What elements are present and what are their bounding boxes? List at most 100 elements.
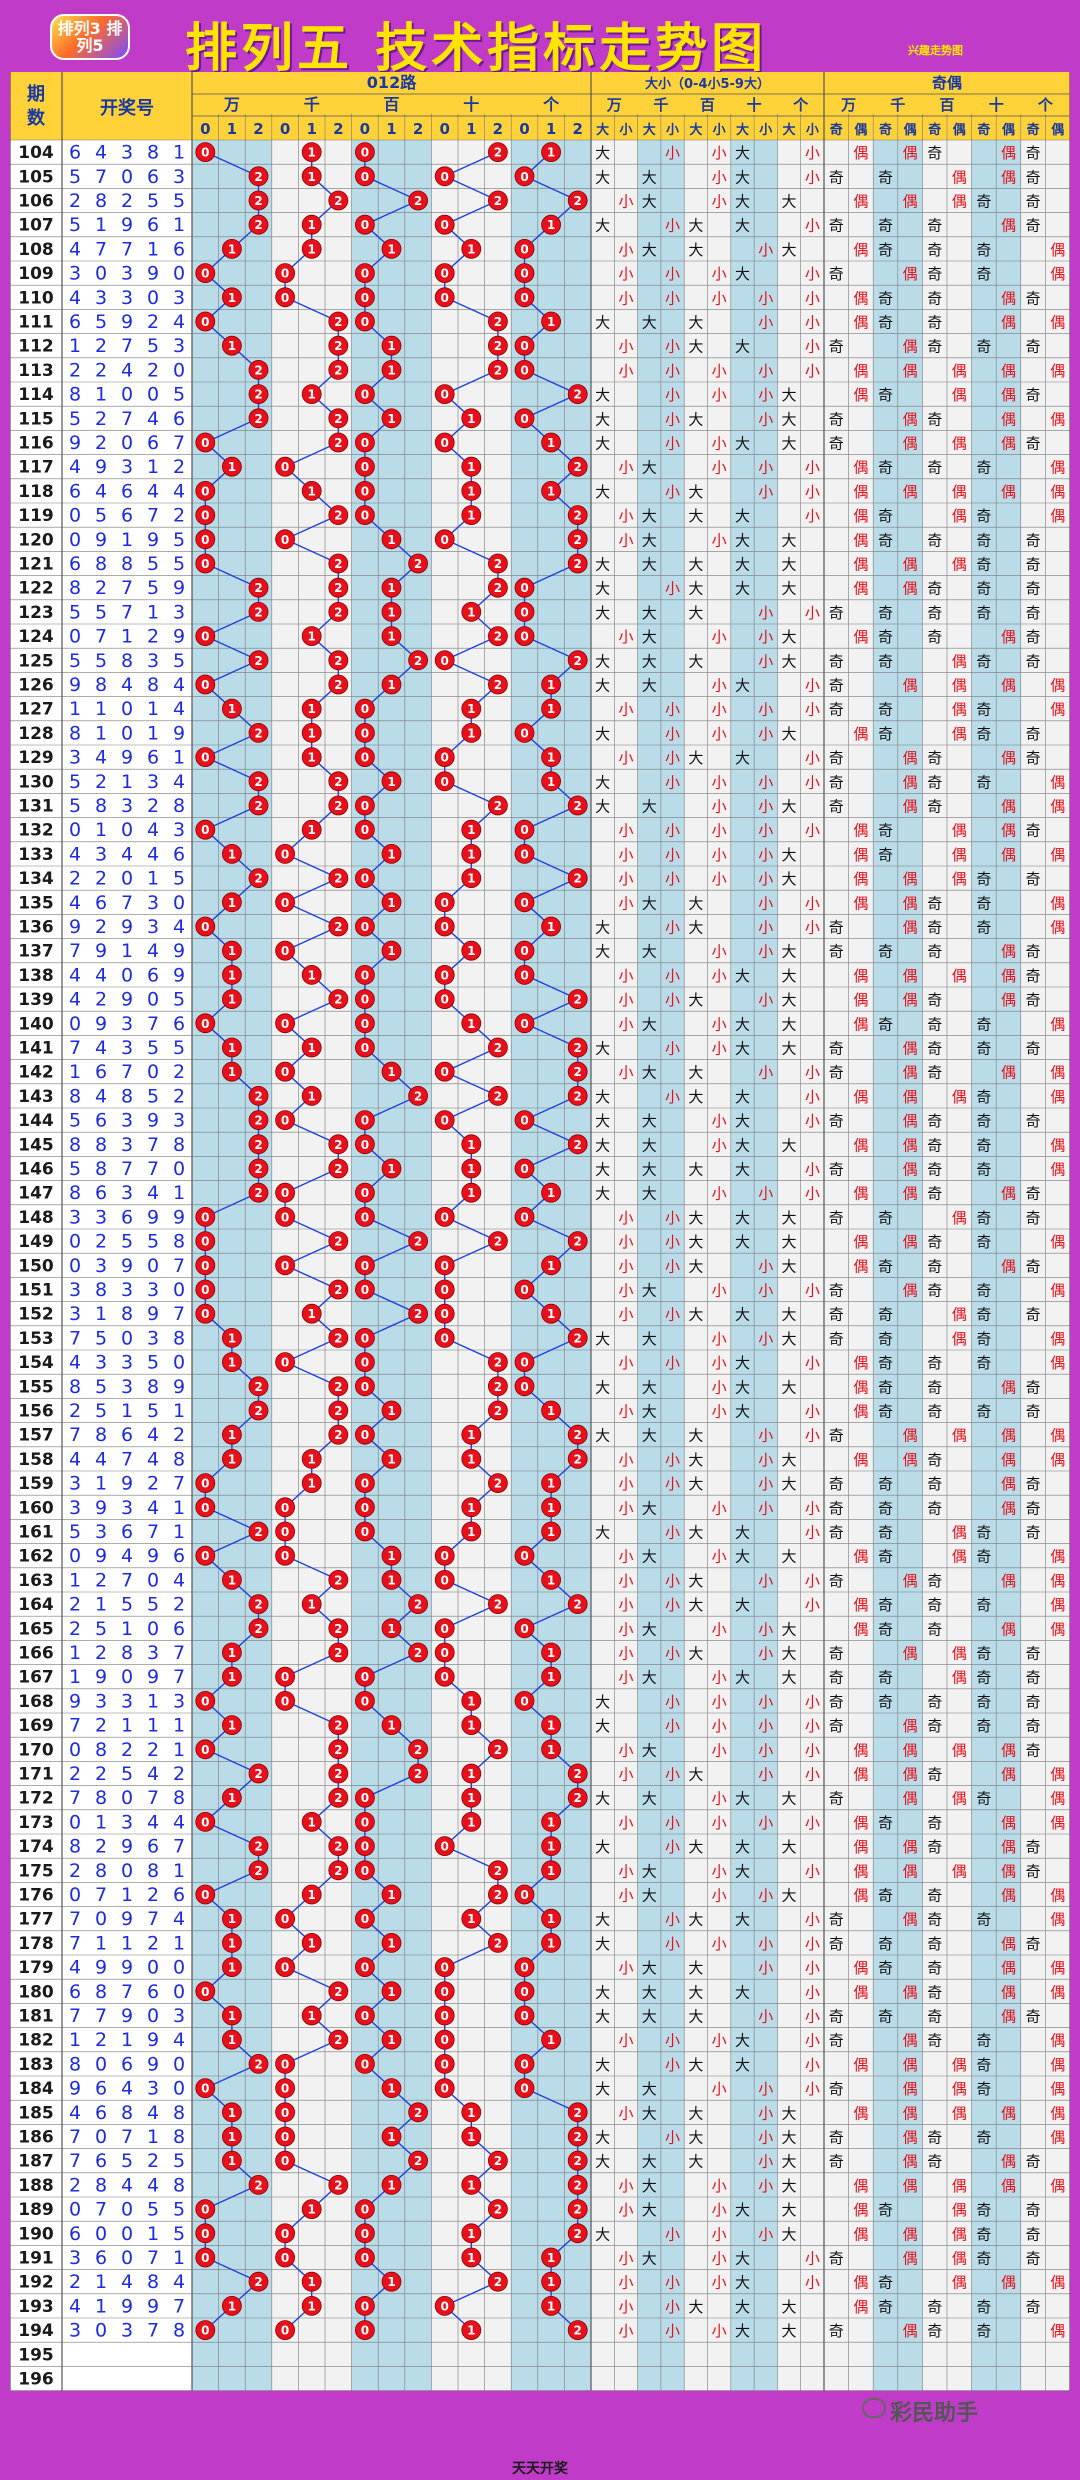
draw-digit: 0 bbox=[95, 2223, 107, 2245]
period-label: 111 bbox=[18, 313, 54, 333]
draw-digit: 6 bbox=[173, 1884, 185, 1906]
route-ball bbox=[221, 456, 242, 477]
oddeven-mark: 奇 bbox=[927, 1620, 942, 1638]
bigsmall-mark: 大 bbox=[782, 2298, 797, 2316]
draw-digit: 0 bbox=[121, 2199, 133, 2221]
draw-digit: 5 bbox=[69, 1521, 81, 1543]
route-ball-digit: 1 bbox=[467, 2251, 475, 2265]
route-ball bbox=[434, 529, 455, 550]
route-ball bbox=[195, 529, 216, 550]
bigsmall-mark: 大 bbox=[642, 1064, 657, 1082]
route-ball-digit: 0 bbox=[281, 1114, 289, 1128]
oddeven-mark: 偶 bbox=[853, 1983, 868, 2001]
route-ball-digit: 1 bbox=[467, 460, 475, 474]
draw-digit: 9 bbox=[95, 529, 107, 551]
draw-digit: 0 bbox=[121, 1787, 133, 1809]
oddeven-mark: 奇 bbox=[1026, 1935, 1041, 1953]
route-ball bbox=[248, 602, 269, 622]
oddeven-mark: 奇 bbox=[927, 798, 942, 816]
oddeven-mark: 奇 bbox=[976, 1354, 991, 1372]
bigsmall-mark: 小 bbox=[758, 2225, 773, 2243]
route-ball bbox=[328, 674, 349, 695]
route-ball bbox=[381, 602, 402, 622]
bigsmall-mark: 小 bbox=[805, 1983, 820, 2001]
oddeven-col-bg bbox=[1045, 140, 1070, 2391]
oddeven-mark: 奇 bbox=[976, 2056, 991, 2074]
route-ball-digit: 1 bbox=[228, 1646, 236, 1660]
oddeven-mark: 奇 bbox=[878, 507, 893, 525]
bigsmall-mark: 大 bbox=[688, 652, 703, 670]
bigsmall-mark: 小 bbox=[712, 2032, 727, 2050]
draw-digit: 2 bbox=[95, 359, 107, 381]
bigsmall-mark: 小 bbox=[805, 2080, 820, 2098]
draw-digit: 2 bbox=[121, 190, 133, 212]
route-ball bbox=[221, 965, 242, 985]
bigsmall-mark: 小 bbox=[758, 604, 773, 622]
period-label: 186 bbox=[18, 2128, 54, 2148]
draw-digit: 2 bbox=[173, 456, 185, 478]
bigsmall-mark: 大 bbox=[688, 1838, 703, 1856]
route-ball-digit: 2 bbox=[334, 339, 342, 353]
bigsmall-mark: 大 bbox=[735, 168, 750, 186]
draw-digit: 3 bbox=[173, 335, 185, 357]
oddeven-mark: 偶 bbox=[853, 1766, 868, 1784]
route-ball-digit: 0 bbox=[361, 1428, 369, 1442]
period-label: 163 bbox=[18, 1571, 54, 1591]
bigsmall-mark: 大 bbox=[688, 919, 703, 937]
draw-digit: 6 bbox=[121, 1206, 133, 1228]
trend-svg: 期数 开奖号012路 大小（0-4小5-9大） 奇偶万万万0 1 2 大小奇偶千千千0 1 2 大… bbox=[9, 72, 1071, 2391]
oddeven-mark: 奇 bbox=[829, 1209, 844, 1227]
draw-digit: 8 bbox=[69, 577, 81, 599]
bigsmall-mark: 大 bbox=[595, 798, 610, 816]
route-ball bbox=[221, 287, 242, 308]
oddeven-mark: 偶 bbox=[903, 1766, 918, 1784]
oddeven-mark: 奇 bbox=[927, 1911, 942, 1929]
bigsmall-mark: 大 bbox=[688, 2008, 703, 2026]
draw-digit: 3 bbox=[95, 1255, 107, 1277]
route-ball-digit: 1 bbox=[467, 872, 475, 886]
period-label: 105 bbox=[18, 167, 54, 187]
oddeven-mark: 偶 bbox=[1050, 1766, 1065, 1784]
route-ball-digit: 0 bbox=[201, 1985, 209, 1999]
bigsmall-mark: 小 bbox=[618, 1354, 633, 1372]
route-ball-digit: 0 bbox=[201, 1259, 209, 1273]
route-ball bbox=[434, 989, 455, 1009]
draw-digit: 4 bbox=[147, 408, 159, 430]
oddeven-mark: 奇 bbox=[1026, 1185, 1041, 1203]
draw-digit: 6 bbox=[121, 1424, 133, 1446]
route-ball-digit: 0 bbox=[441, 436, 449, 450]
page-title: 排列五 技术指标走势图 bbox=[185, 19, 768, 79]
bigsmall-mark: 大 bbox=[735, 1112, 750, 1130]
period-label: 148 bbox=[18, 1208, 54, 1228]
bigsmall-mark: 大 bbox=[782, 2129, 797, 2147]
draw-digit: 3 bbox=[121, 1279, 133, 1301]
route-ball bbox=[248, 1400, 269, 1421]
bigsmall-mark: 小 bbox=[758, 1959, 773, 1977]
oddeven-mark: 偶 bbox=[903, 2225, 918, 2243]
oddeven-mark: 偶 bbox=[853, 580, 868, 598]
oddeven-mark: 奇 bbox=[927, 580, 942, 598]
route-ball-digit: 1 bbox=[387, 1573, 395, 1587]
bigsmall-mark: 小 bbox=[618, 2322, 633, 2340]
bigsmall-mark: 大 bbox=[642, 2153, 657, 2171]
oddeven-mark: 奇 bbox=[829, 1935, 844, 1953]
oddeven-mark: 奇 bbox=[927, 2298, 942, 2316]
route-ball-digit: 0 bbox=[201, 2227, 209, 2241]
route-ball-digit: 0 bbox=[281, 1912, 289, 1926]
route-ball-digit: 0 bbox=[201, 1743, 209, 1757]
draw-digit: 7 bbox=[95, 238, 107, 260]
period-label: 137 bbox=[18, 942, 54, 962]
route-ball bbox=[514, 819, 535, 840]
route-ball bbox=[301, 747, 322, 767]
route-ball bbox=[328, 916, 349, 937]
route-ball bbox=[301, 1449, 322, 1469]
draw-digit: 8 bbox=[121, 650, 133, 672]
route-ball bbox=[381, 335, 402, 356]
bigsmall-mark: 小 bbox=[665, 1717, 680, 1735]
oddeven-mark: 奇 bbox=[829, 2250, 844, 2268]
bigsmall-mark: 大 bbox=[735, 1403, 750, 1421]
route-ball-digit: 0 bbox=[441, 2057, 449, 2071]
route-ball-digit: 0 bbox=[281, 1017, 289, 1031]
bigsmall-mark: 小 bbox=[712, 1887, 727, 1905]
route-ball-digit: 0 bbox=[201, 146, 209, 160]
